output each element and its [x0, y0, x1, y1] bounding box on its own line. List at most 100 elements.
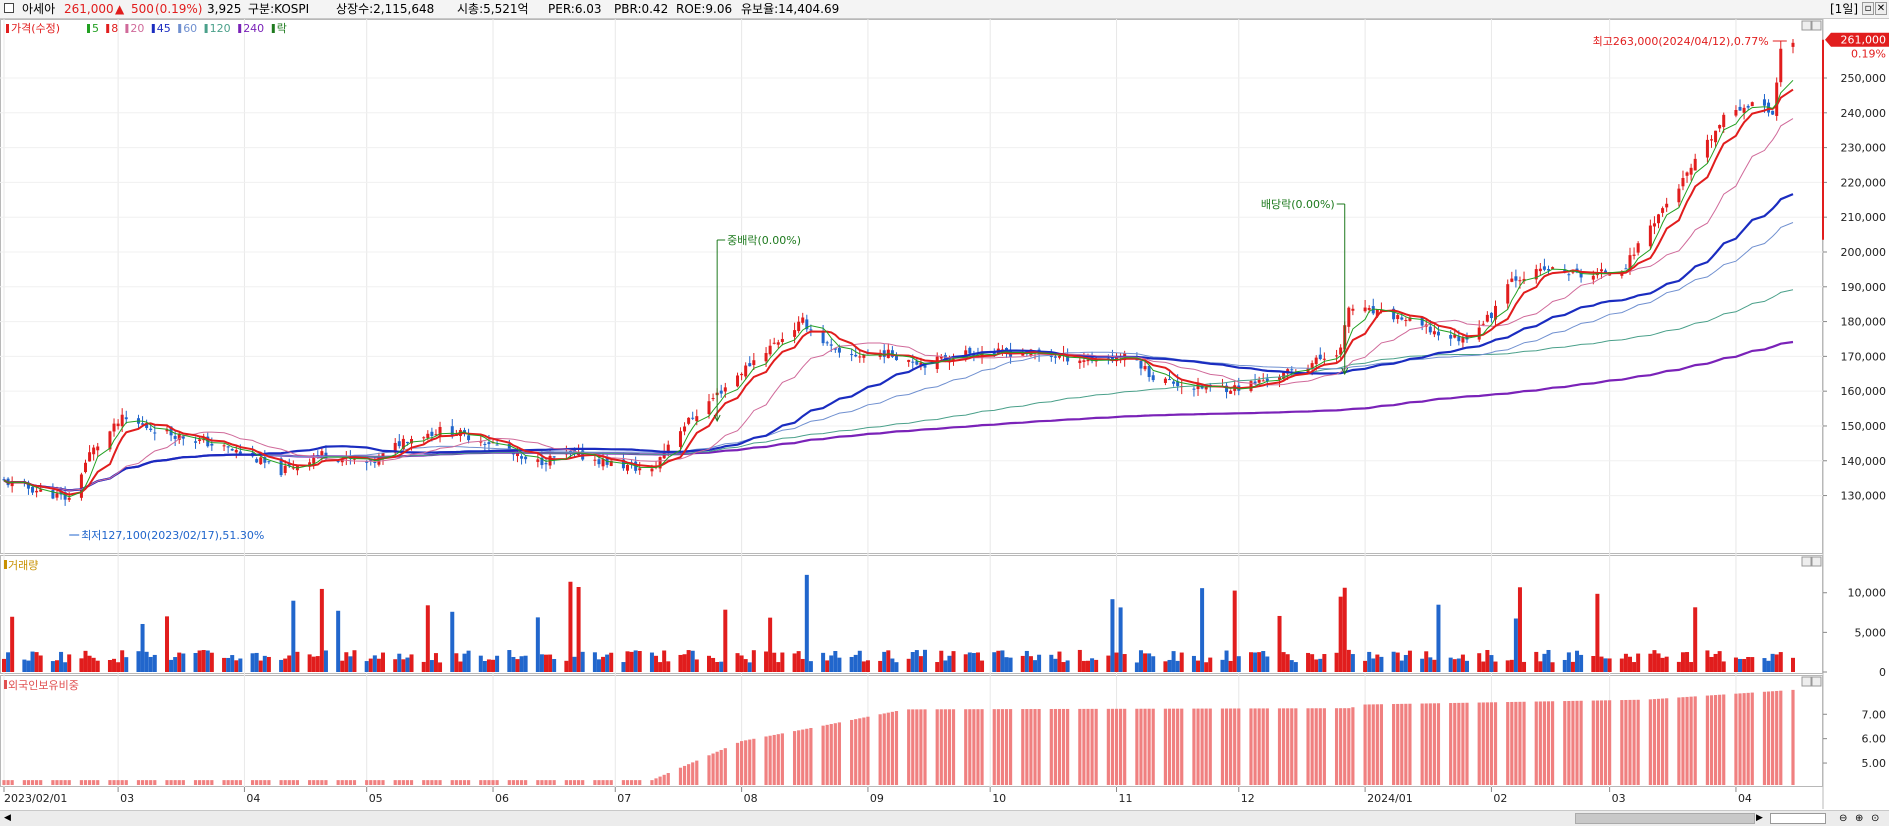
foreign-bar	[1453, 702, 1457, 785]
volume-bar	[1114, 652, 1119, 672]
volume-bar	[230, 655, 235, 672]
foreign-bar	[1114, 708, 1119, 785]
foreign-bar	[1334, 708, 1339, 785]
volume-bar	[829, 655, 834, 672]
checkbox-icon[interactable]	[4, 3, 14, 13]
volume-bar	[1546, 649, 1551, 672]
dividend-arrow-icon	[1341, 367, 1349, 376]
foreign-bar	[650, 780, 654, 785]
candle-body	[520, 456, 524, 459]
volume-bar	[291, 600, 296, 672]
candle-body	[1514, 276, 1518, 281]
volume-bar	[368, 658, 373, 672]
restore-button[interactable]: ▫	[1862, 2, 1874, 15]
foreign-bar	[1518, 701, 1522, 785]
close-button[interactable]: ✕	[1875, 2, 1887, 15]
volume-bar	[1428, 657, 1433, 672]
foreign-bar	[1171, 708, 1176, 785]
volume-bar	[340, 660, 345, 672]
volume-bar	[26, 660, 31, 672]
legend-label-4: 45	[157, 22, 171, 35]
foreign-bar	[1261, 708, 1265, 785]
foreign-bar	[1151, 708, 1155, 785]
candle-body	[234, 449, 238, 453]
foreign-bar	[833, 723, 837, 785]
volume-bar	[1265, 656, 1270, 672]
x-tick-label: 04	[246, 792, 260, 805]
price-tag-bg	[1825, 32, 1889, 47]
volume-bar	[438, 662, 443, 672]
legend-swatch	[238, 24, 242, 33]
foreign-bar	[540, 780, 544, 785]
candle-body	[1204, 386, 1208, 390]
foreign-bar	[1722, 694, 1726, 785]
volume-bar	[287, 655, 292, 672]
foreign-bar	[1742, 693, 1746, 785]
stock-name: 아세아	[22, 2, 56, 16]
foreign-bar	[316, 780, 320, 785]
volume-bar	[1257, 652, 1262, 672]
scroll-left-icon[interactable]: ◀	[4, 813, 11, 823]
volume-bar	[1656, 653, 1661, 672]
candle-body	[593, 459, 597, 461]
volume-bar	[279, 659, 284, 672]
candle-body	[108, 431, 112, 450]
foreign-bar	[422, 780, 426, 785]
horizontal-scrollbar[interactable]	[1575, 813, 1755, 824]
foreign-bar	[1449, 703, 1453, 785]
candle-body	[740, 373, 744, 376]
x-tick-label: 03	[1612, 792, 1626, 805]
zoom-in-icon[interactable]: ⊕	[1855, 813, 1864, 824]
scroll-right-icon[interactable]: ▶	[1756, 813, 1763, 823]
split-arrow-icon	[713, 414, 721, 423]
volume-bar	[609, 652, 614, 672]
price-tick-label: 170,000	[1841, 350, 1887, 363]
legend-label-3: 20	[130, 22, 144, 35]
volume-tick-label: 0	[1879, 666, 1886, 679]
volume-bar	[686, 650, 691, 672]
candle-body	[1718, 125, 1722, 129]
candle-body	[210, 443, 214, 446]
foreign-bar	[740, 741, 744, 785]
price-tick-label: 210,000	[1841, 211, 1887, 224]
foreign-panel-title: 외국인보유비중	[8, 679, 79, 692]
foreign-bar	[1693, 696, 1697, 785]
foreign-bar	[1603, 700, 1608, 785]
candle-body	[1551, 267, 1555, 269]
volume-bar	[678, 654, 683, 672]
foreign-bar	[181, 780, 185, 785]
candle-body	[1172, 381, 1176, 384]
foreign-bar	[825, 724, 829, 785]
candle-body	[1591, 275, 1595, 280]
legend-label-6: 120	[210, 22, 231, 35]
volume-bar	[169, 659, 174, 672]
foreign-bar	[1595, 700, 1599, 785]
volume-bar	[478, 655, 483, 672]
period-selector[interactable]: [1일]	[1830, 2, 1859, 16]
volume-bar	[1363, 660, 1368, 672]
foreign-bar	[336, 780, 340, 785]
zoom-out-icon[interactable]: ⊖	[1839, 813, 1848, 824]
candle-body	[116, 423, 120, 427]
candle-body	[1705, 139, 1709, 158]
candle-body	[1151, 375, 1155, 381]
foreign-bar	[1322, 708, 1326, 785]
candle-body	[780, 338, 784, 342]
panel-2-restore-icon	[1801, 556, 1812, 567]
foreign-bar	[373, 780, 377, 785]
price-tag-pct: 0.19%	[1851, 48, 1886, 61]
foreign-bar	[369, 780, 373, 785]
foreign-bar	[434, 780, 438, 785]
volume-bar	[148, 656, 153, 672]
volume-bar	[495, 655, 500, 672]
volume-bar	[592, 652, 597, 672]
foreign-bar	[511, 780, 515, 785]
volume-bar	[1200, 588, 1205, 672]
zoom-slider[interactable]	[1770, 813, 1826, 824]
foreign-bar	[1277, 708, 1282, 785]
volume-bar	[576, 586, 581, 672]
foreign-bar	[1485, 702, 1489, 785]
ma20-line	[3, 118, 1794, 491]
foreign-bar	[915, 709, 919, 785]
zoom-reset-icon[interactable]: ⊙	[1871, 813, 1880, 824]
